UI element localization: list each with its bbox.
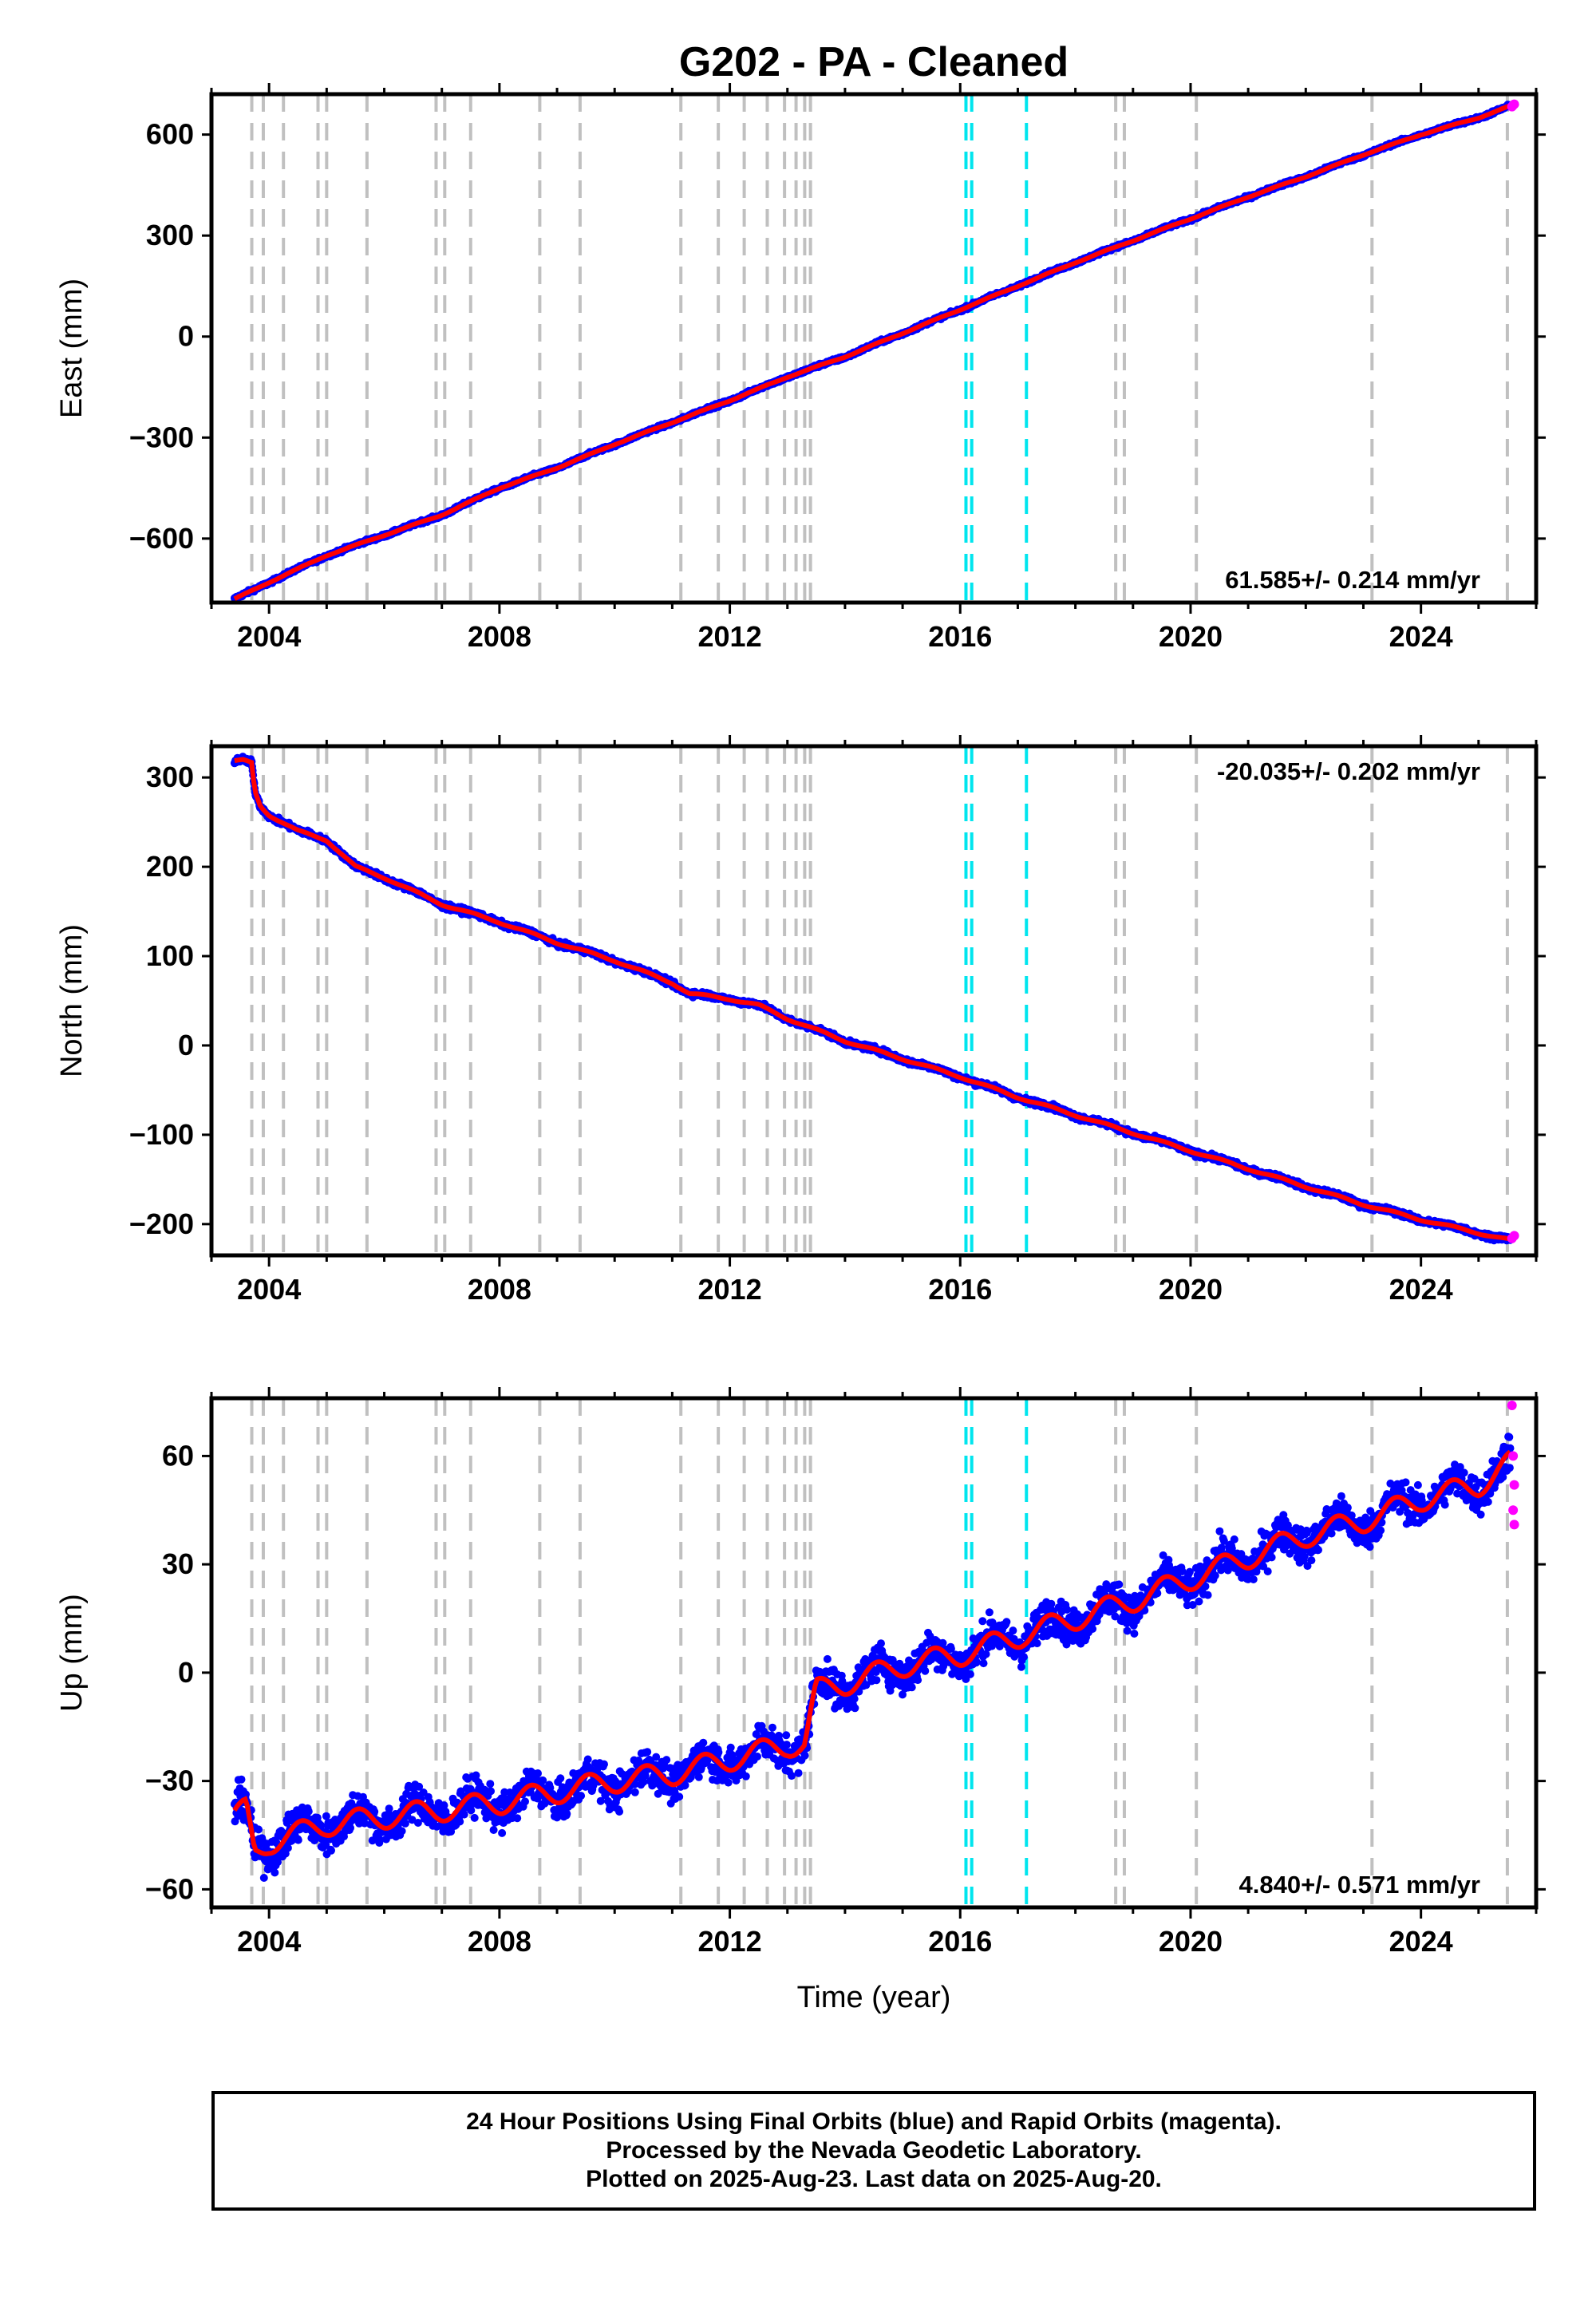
y-tick-label: −300	[129, 421, 194, 453]
y-tick-label: −600	[129, 522, 194, 555]
y-tick-label: 600	[146, 118, 194, 151]
y-tick-label: 0	[178, 320, 194, 353]
x-tick-label: 2004	[237, 620, 301, 653]
rapid-orbit-point	[1509, 99, 1519, 109]
x-tick-label: 2008	[468, 620, 531, 653]
y-axis-label: East (mm)	[55, 279, 89, 418]
x-tick-label: 2024	[1389, 620, 1453, 653]
panel-east: −600 −300 0 300 600 2004 2008 2012 2016 2020 2024 E…	[55, 83, 1546, 653]
velocity-rate-label: 61.585+/- 0.214 mm/yr	[1225, 566, 1480, 594]
chart-title: G202 - PA - Cleaned	[679, 39, 1069, 85]
x-tick-label: 2016	[928, 620, 992, 653]
x-tick-label: 2020	[1159, 620, 1223, 653]
y-tick-label: 300	[146, 219, 194, 251]
final-orbit-points	[230, 753, 1515, 1245]
final-orbit-points	[230, 101, 1515, 603]
x-tick-label: 2012	[698, 620, 762, 653]
